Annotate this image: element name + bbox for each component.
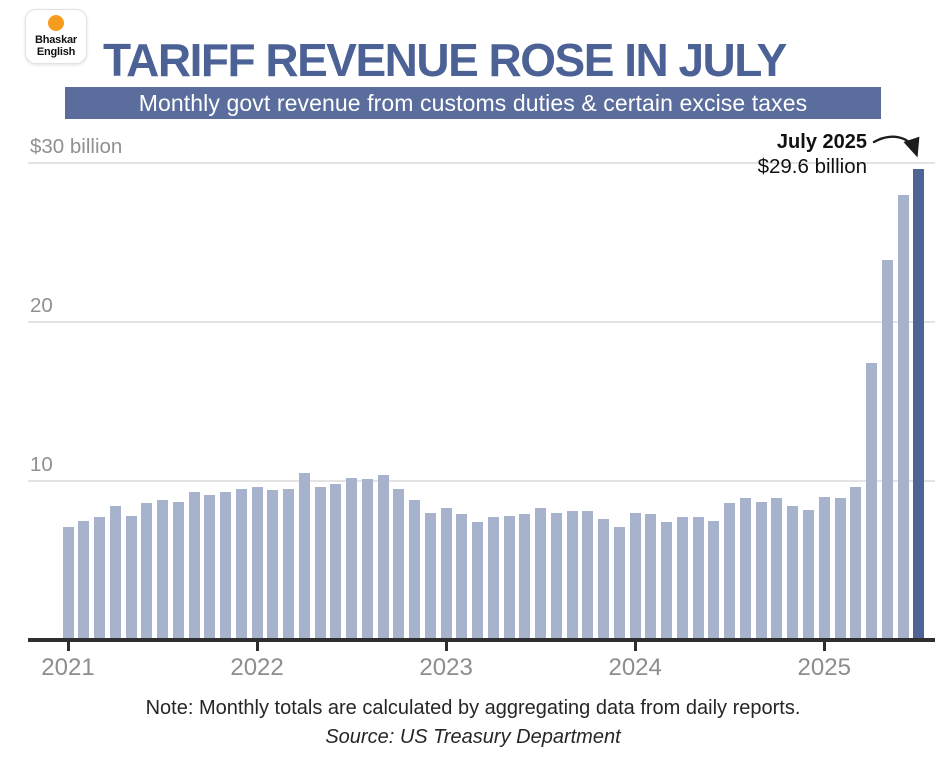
bar (708, 520, 720, 640)
y-axis-label-20: 20 (30, 293, 53, 317)
bar (94, 517, 105, 640)
bar (629, 512, 641, 640)
bar (566, 511, 578, 640)
bar (141, 503, 153, 640)
bar (424, 512, 436, 640)
bar (314, 487, 326, 640)
logo-line1: Bhaskar (34, 33, 77, 46)
bar (803, 509, 814, 640)
bar (771, 498, 783, 640)
x-axis-label-2021: 2021 (41, 654, 95, 681)
bar (283, 488, 295, 640)
bar (692, 517, 704, 640)
bar (456, 514, 468, 640)
bar (519, 514, 531, 640)
bar (866, 363, 878, 640)
bar (393, 488, 405, 640)
bar (598, 519, 610, 640)
bar (582, 511, 594, 640)
gridline-20 (28, 320, 935, 323)
x-axis-tick-2025 (822, 642, 826, 651)
bar (818, 496, 830, 640)
bar (550, 512, 562, 640)
bar (267, 490, 279, 640)
chart-subtitle: Monthly govt revenue from customs duties… (138, 89, 808, 116)
bar (125, 515, 137, 640)
bar (661, 522, 673, 640)
bar (645, 514, 657, 640)
bar (377, 474, 389, 640)
july-2025-annotation: July 2025 $29.6 billion (758, 130, 867, 179)
bar (235, 488, 247, 640)
bar (172, 501, 184, 640)
bar (78, 520, 90, 640)
bar (739, 498, 751, 640)
bar (188, 492, 200, 640)
footer-note: Note: Monthly totals are calculated by a… (145, 697, 801, 719)
bar-highlighted (913, 169, 925, 640)
bar (361, 479, 373, 640)
bar (834, 498, 846, 640)
bar (409, 499, 421, 640)
x-axis-tick-2024 (633, 642, 637, 651)
page-title: TARIFF REVENUE ROSE IN JULY (103, 34, 787, 86)
x-axis-label-2025: 2025 (797, 654, 851, 681)
gridline-10 (28, 479, 935, 482)
bar (676, 517, 688, 640)
bar (330, 484, 342, 640)
bar (346, 477, 358, 640)
bar (724, 503, 736, 640)
x-axis-tick-2022 (255, 642, 259, 651)
bar (204, 495, 216, 640)
bar (755, 501, 767, 640)
bar (220, 492, 232, 640)
gridline-30 (28, 161, 935, 164)
y-axis-label-30: $30 billion (30, 134, 123, 158)
x-axis-tick-2023 (444, 642, 448, 651)
annotation-arrow-icon (872, 135, 920, 158)
annotation-title: July 2025 (776, 131, 867, 153)
bar (472, 522, 484, 640)
bar (503, 515, 515, 640)
logo-line2: English (36, 46, 76, 58)
x-axis-tick-2021 (66, 642, 70, 651)
bar (109, 506, 121, 640)
bar (613, 527, 625, 640)
annotation-value: $29.6 billion (757, 155, 867, 178)
bar (787, 506, 799, 640)
x-axis-label-2022: 2022 (230, 654, 284, 681)
bar (157, 499, 169, 640)
footer-source: Source: US Treasury Department (325, 726, 621, 748)
x-axis-label-2024: 2024 (608, 654, 662, 681)
bar (881, 259, 893, 640)
bhaskar-english-logo: Bhaskar English (25, 9, 87, 64)
bar (850, 487, 862, 640)
bar (535, 507, 547, 640)
logo-dot-icon (48, 14, 64, 31)
y-axis-label-10: 10 (30, 452, 53, 476)
bar (298, 472, 310, 640)
bar (487, 517, 499, 640)
x-axis-line (28, 638, 935, 642)
bar (440, 507, 452, 640)
bar (62, 527, 74, 640)
chart-subtitle-band: Monthly govt revenue from customs duties… (65, 87, 881, 119)
bar (897, 194, 909, 640)
bar (251, 487, 263, 640)
x-axis-label-2023: 2023 (419, 654, 473, 681)
